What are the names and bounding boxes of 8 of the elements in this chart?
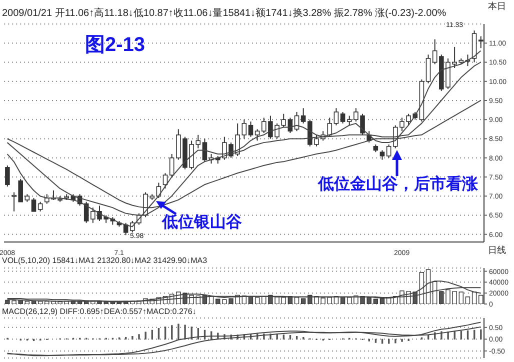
annotation: 低位金山谷，后市看涨 [318,176,478,194]
chart-subtitle: MACD(26,12,9) DIFF:0.695↑DEA:0.557↑MACD:0.276↓ [2,307,196,316]
annotation: 低位银山谷 [162,214,242,232]
annotation: 图2-13 [85,34,146,56]
chart-subtitle: VOL(5,10,20) 15841↓MA1 21320.80↓MA2 31429.90↓MA3 [2,256,208,265]
chart-subtitle: 2009/01/21 开11.06↑高11.18↓低10.87↑收11.06↓量15841↓额1741↓换3.28% 振2.78% 涨(-0.23)-2.00% [2,6,446,20]
text: 本日 [488,1,506,12]
text: 日线 [488,245,506,256]
